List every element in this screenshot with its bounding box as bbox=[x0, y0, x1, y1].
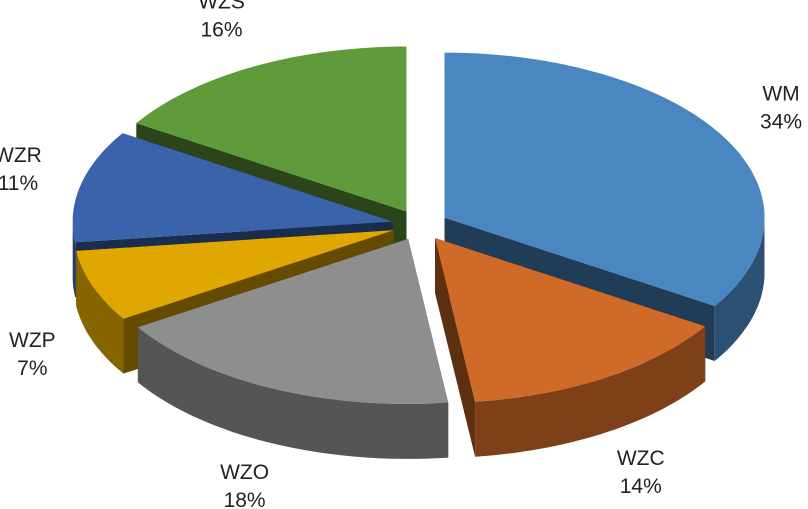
value-label: 34% bbox=[760, 111, 802, 134]
data-label: WZO 18% bbox=[220, 461, 269, 509]
value-label: 14% bbox=[620, 475, 662, 498]
value-label: 18% bbox=[224, 489, 266, 509]
pie-slice bbox=[137, 238, 449, 459]
category-label: WZR bbox=[0, 144, 42, 167]
data-label: WZS 16% bbox=[198, 0, 245, 42]
data-label: WM 34% bbox=[760, 83, 802, 134]
data-label: WZP 7% bbox=[9, 329, 56, 380]
value-label: 16% bbox=[201, 19, 243, 42]
category-label: WM bbox=[762, 83, 799, 106]
slice-top bbox=[76, 230, 394, 319]
category-label: WZP bbox=[9, 329, 56, 352]
slice-wall bbox=[714, 217, 765, 361]
category-label: WZO bbox=[220, 461, 269, 484]
pie-slice bbox=[435, 238, 706, 457]
slice-side bbox=[435, 238, 476, 457]
data-label: WZC 14% bbox=[617, 447, 665, 498]
slice-top bbox=[137, 238, 449, 404]
slice-top bbox=[444, 52, 765, 306]
slice-wall bbox=[475, 326, 706, 457]
value-label: 7% bbox=[17, 357, 47, 380]
slice-top bbox=[72, 133, 393, 243]
slice-wall bbox=[137, 327, 449, 459]
data-label: WZR 11% bbox=[0, 144, 42, 195]
value-label: 11% bbox=[0, 172, 38, 195]
category-label: WZS bbox=[198, 0, 245, 14]
slice-wall bbox=[72, 221, 76, 298]
slice-wall bbox=[76, 250, 124, 374]
slice-top bbox=[435, 238, 706, 402]
slice-top bbox=[136, 46, 407, 212]
category-label: WZC bbox=[617, 447, 665, 470]
